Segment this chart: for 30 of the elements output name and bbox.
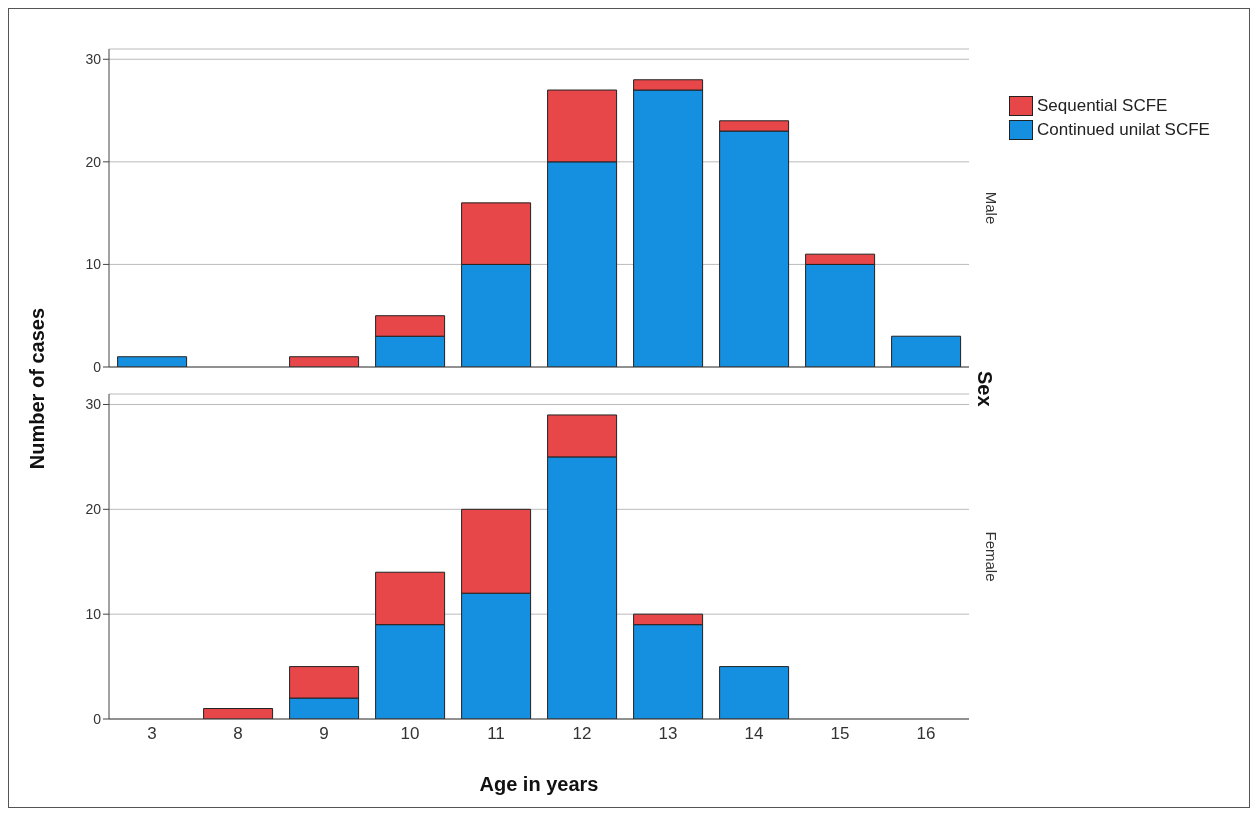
bar	[289, 356, 360, 367]
y2-axis-title: Male	[983, 191, 1001, 225]
x-tick-label: 13	[658, 724, 678, 744]
bar	[117, 356, 188, 367]
y-tick-label: 30	[85, 396, 102, 413]
y-tick-label: 0	[93, 358, 102, 375]
x-axis-title: Age in years	[479, 773, 599, 795]
x-tick-label: 8	[233, 724, 243, 744]
x-tick-label: 9	[319, 724, 329, 744]
y-tick-label: 20	[85, 501, 102, 518]
legend-label: Sequential SCFE	[1037, 96, 1168, 116]
bar	[891, 335, 962, 367]
text: Sex	[972, 371, 996, 407]
x-tick-label: 15	[830, 724, 850, 744]
x-tick-label: 14	[744, 724, 764, 744]
bar	[719, 666, 790, 719]
x-tick-label: 11	[487, 724, 505, 744]
x-tick-label: 16	[916, 724, 936, 744]
x-tick-label: 12	[572, 724, 592, 744]
x-tick-label: 3	[147, 724, 157, 744]
y-tick-label: 30	[85, 51, 102, 68]
y-tick-label: 10	[85, 606, 102, 623]
y-axis-title: Number of cases	[25, 308, 49, 470]
y-tick-label: 20	[85, 153, 102, 170]
y2-axis-title: Female	[983, 531, 1001, 582]
x-tick-label: 10	[400, 724, 420, 744]
bar	[203, 708, 274, 719]
legend-label: Continued unilat SCFE	[1037, 120, 1210, 140]
y-tick-label: 0	[93, 710, 102, 727]
y-tick-label: 10	[85, 256, 102, 273]
